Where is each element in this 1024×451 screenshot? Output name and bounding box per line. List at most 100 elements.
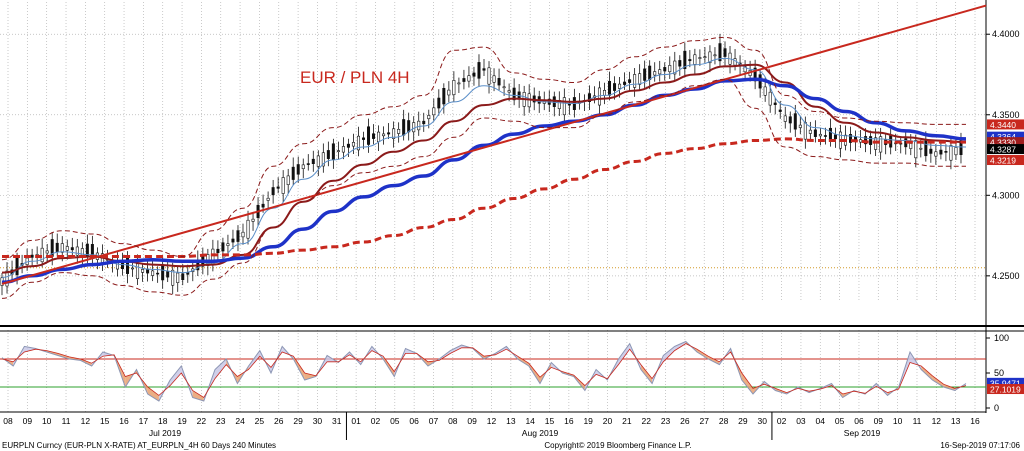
candle-body xyxy=(798,124,802,128)
candle-body xyxy=(70,247,74,251)
x-day-label: 25 xyxy=(255,416,265,426)
price-series-thick xyxy=(1,77,967,285)
x-day-label: 17 xyxy=(139,416,149,426)
x-day-label: 05 xyxy=(835,416,845,426)
candle-body xyxy=(602,90,606,96)
y-tick-label: 4.3500 xyxy=(992,110,1020,120)
candle-body xyxy=(377,131,381,143)
candle-body xyxy=(512,87,516,101)
candle-body xyxy=(432,107,436,116)
candle-body xyxy=(261,203,265,208)
candle-body xyxy=(442,87,446,105)
osc-fill xyxy=(640,364,653,384)
candle-body xyxy=(336,150,340,152)
price-label: 4.3330 xyxy=(990,138,1016,148)
candle-body xyxy=(472,72,476,77)
candle-body xyxy=(939,149,943,155)
chart-title: EUR / PLN 4H xyxy=(300,68,410,87)
x-day-label: 12 xyxy=(81,416,91,426)
candle-body xyxy=(422,120,426,125)
candle-body xyxy=(387,132,391,135)
osc-fill xyxy=(517,356,529,366)
osc-fill xyxy=(921,366,933,380)
candle-body xyxy=(929,148,933,154)
x-day-label: 06 xyxy=(409,416,419,426)
candle-body xyxy=(351,142,355,147)
x-day-label: 23 xyxy=(216,416,226,426)
x-day-label: 11 xyxy=(913,416,922,426)
candle-body xyxy=(808,129,812,134)
x-month-label: Sep 2019 xyxy=(844,428,881,438)
candle-body xyxy=(346,143,350,148)
candle-body xyxy=(618,83,622,89)
x-day-label: 15 xyxy=(100,416,110,426)
candle-body xyxy=(698,57,702,59)
x-day-label: 29 xyxy=(738,416,748,426)
x-month-label: Aug 2019 xyxy=(522,428,559,438)
candle-body xyxy=(407,120,411,133)
candle-body xyxy=(954,147,958,156)
x-month-label: Jul 2019 xyxy=(149,428,181,438)
candle-body xyxy=(331,143,335,160)
candle-body xyxy=(949,145,953,161)
candle-body xyxy=(392,128,396,139)
osc-y-tick-label: 50 xyxy=(994,368,1004,378)
candle-body xyxy=(382,133,386,137)
candle-body xyxy=(75,246,79,256)
osc-fill xyxy=(214,359,227,379)
candle-body xyxy=(874,137,878,150)
y-tick-label: 4.3000 xyxy=(992,190,1020,200)
price-label-box xyxy=(987,131,1024,142)
candle-body xyxy=(326,150,330,159)
x-day-label: 12 xyxy=(932,416,942,426)
x-day-label: 19 xyxy=(583,416,593,426)
candle-body xyxy=(251,218,255,222)
candle-body xyxy=(291,166,295,180)
candle-body xyxy=(156,272,160,275)
candle-body xyxy=(236,230,240,242)
candle-body xyxy=(45,250,49,254)
candle-body xyxy=(241,231,245,238)
candle-body xyxy=(864,136,868,145)
candle-body xyxy=(246,219,250,239)
candle-body xyxy=(633,74,637,88)
osc-signal-line xyxy=(1,343,967,399)
x-day-label: 31 xyxy=(332,416,342,426)
candle-body xyxy=(587,93,591,102)
candle-body xyxy=(683,50,687,70)
candle-body xyxy=(316,155,320,167)
candle-body xyxy=(859,139,863,143)
osc-value-label: 35.9471 xyxy=(990,378,1021,388)
osc-fill xyxy=(674,341,686,351)
osc-fill xyxy=(192,390,204,401)
candle-body xyxy=(281,177,285,194)
osc-fill xyxy=(248,350,260,370)
candle-body xyxy=(803,122,807,140)
price-series-thin xyxy=(1,57,967,278)
x-day-label: 02 xyxy=(371,416,381,426)
candle-body xyxy=(467,75,471,82)
osc-fill xyxy=(741,373,754,394)
x-day-label: 15 xyxy=(545,416,555,426)
candle-body xyxy=(276,186,280,189)
candle-body xyxy=(773,102,777,105)
candle-body xyxy=(608,80,612,96)
osc-fill xyxy=(450,345,462,354)
x-day-label: 16 xyxy=(564,416,574,426)
candle-body xyxy=(663,67,667,72)
x-day-label: 07 xyxy=(429,416,439,426)
candle-body xyxy=(713,54,717,57)
candle-body xyxy=(462,78,466,82)
x-day-label: 30 xyxy=(313,416,323,426)
candle-body xyxy=(723,48,727,57)
candle-body xyxy=(673,60,677,75)
candle-body xyxy=(658,69,662,75)
candle-body xyxy=(944,151,948,153)
osc-fill xyxy=(170,366,182,386)
candle-body xyxy=(813,129,817,137)
footer-timestamp: 16-Sep-2019 07:17:06 xyxy=(940,441,1020,450)
candle-body xyxy=(65,246,69,251)
x-day-label: 24 xyxy=(235,416,245,426)
x-day-label: 13 xyxy=(951,416,961,426)
x-day-label: 22 xyxy=(641,416,651,426)
